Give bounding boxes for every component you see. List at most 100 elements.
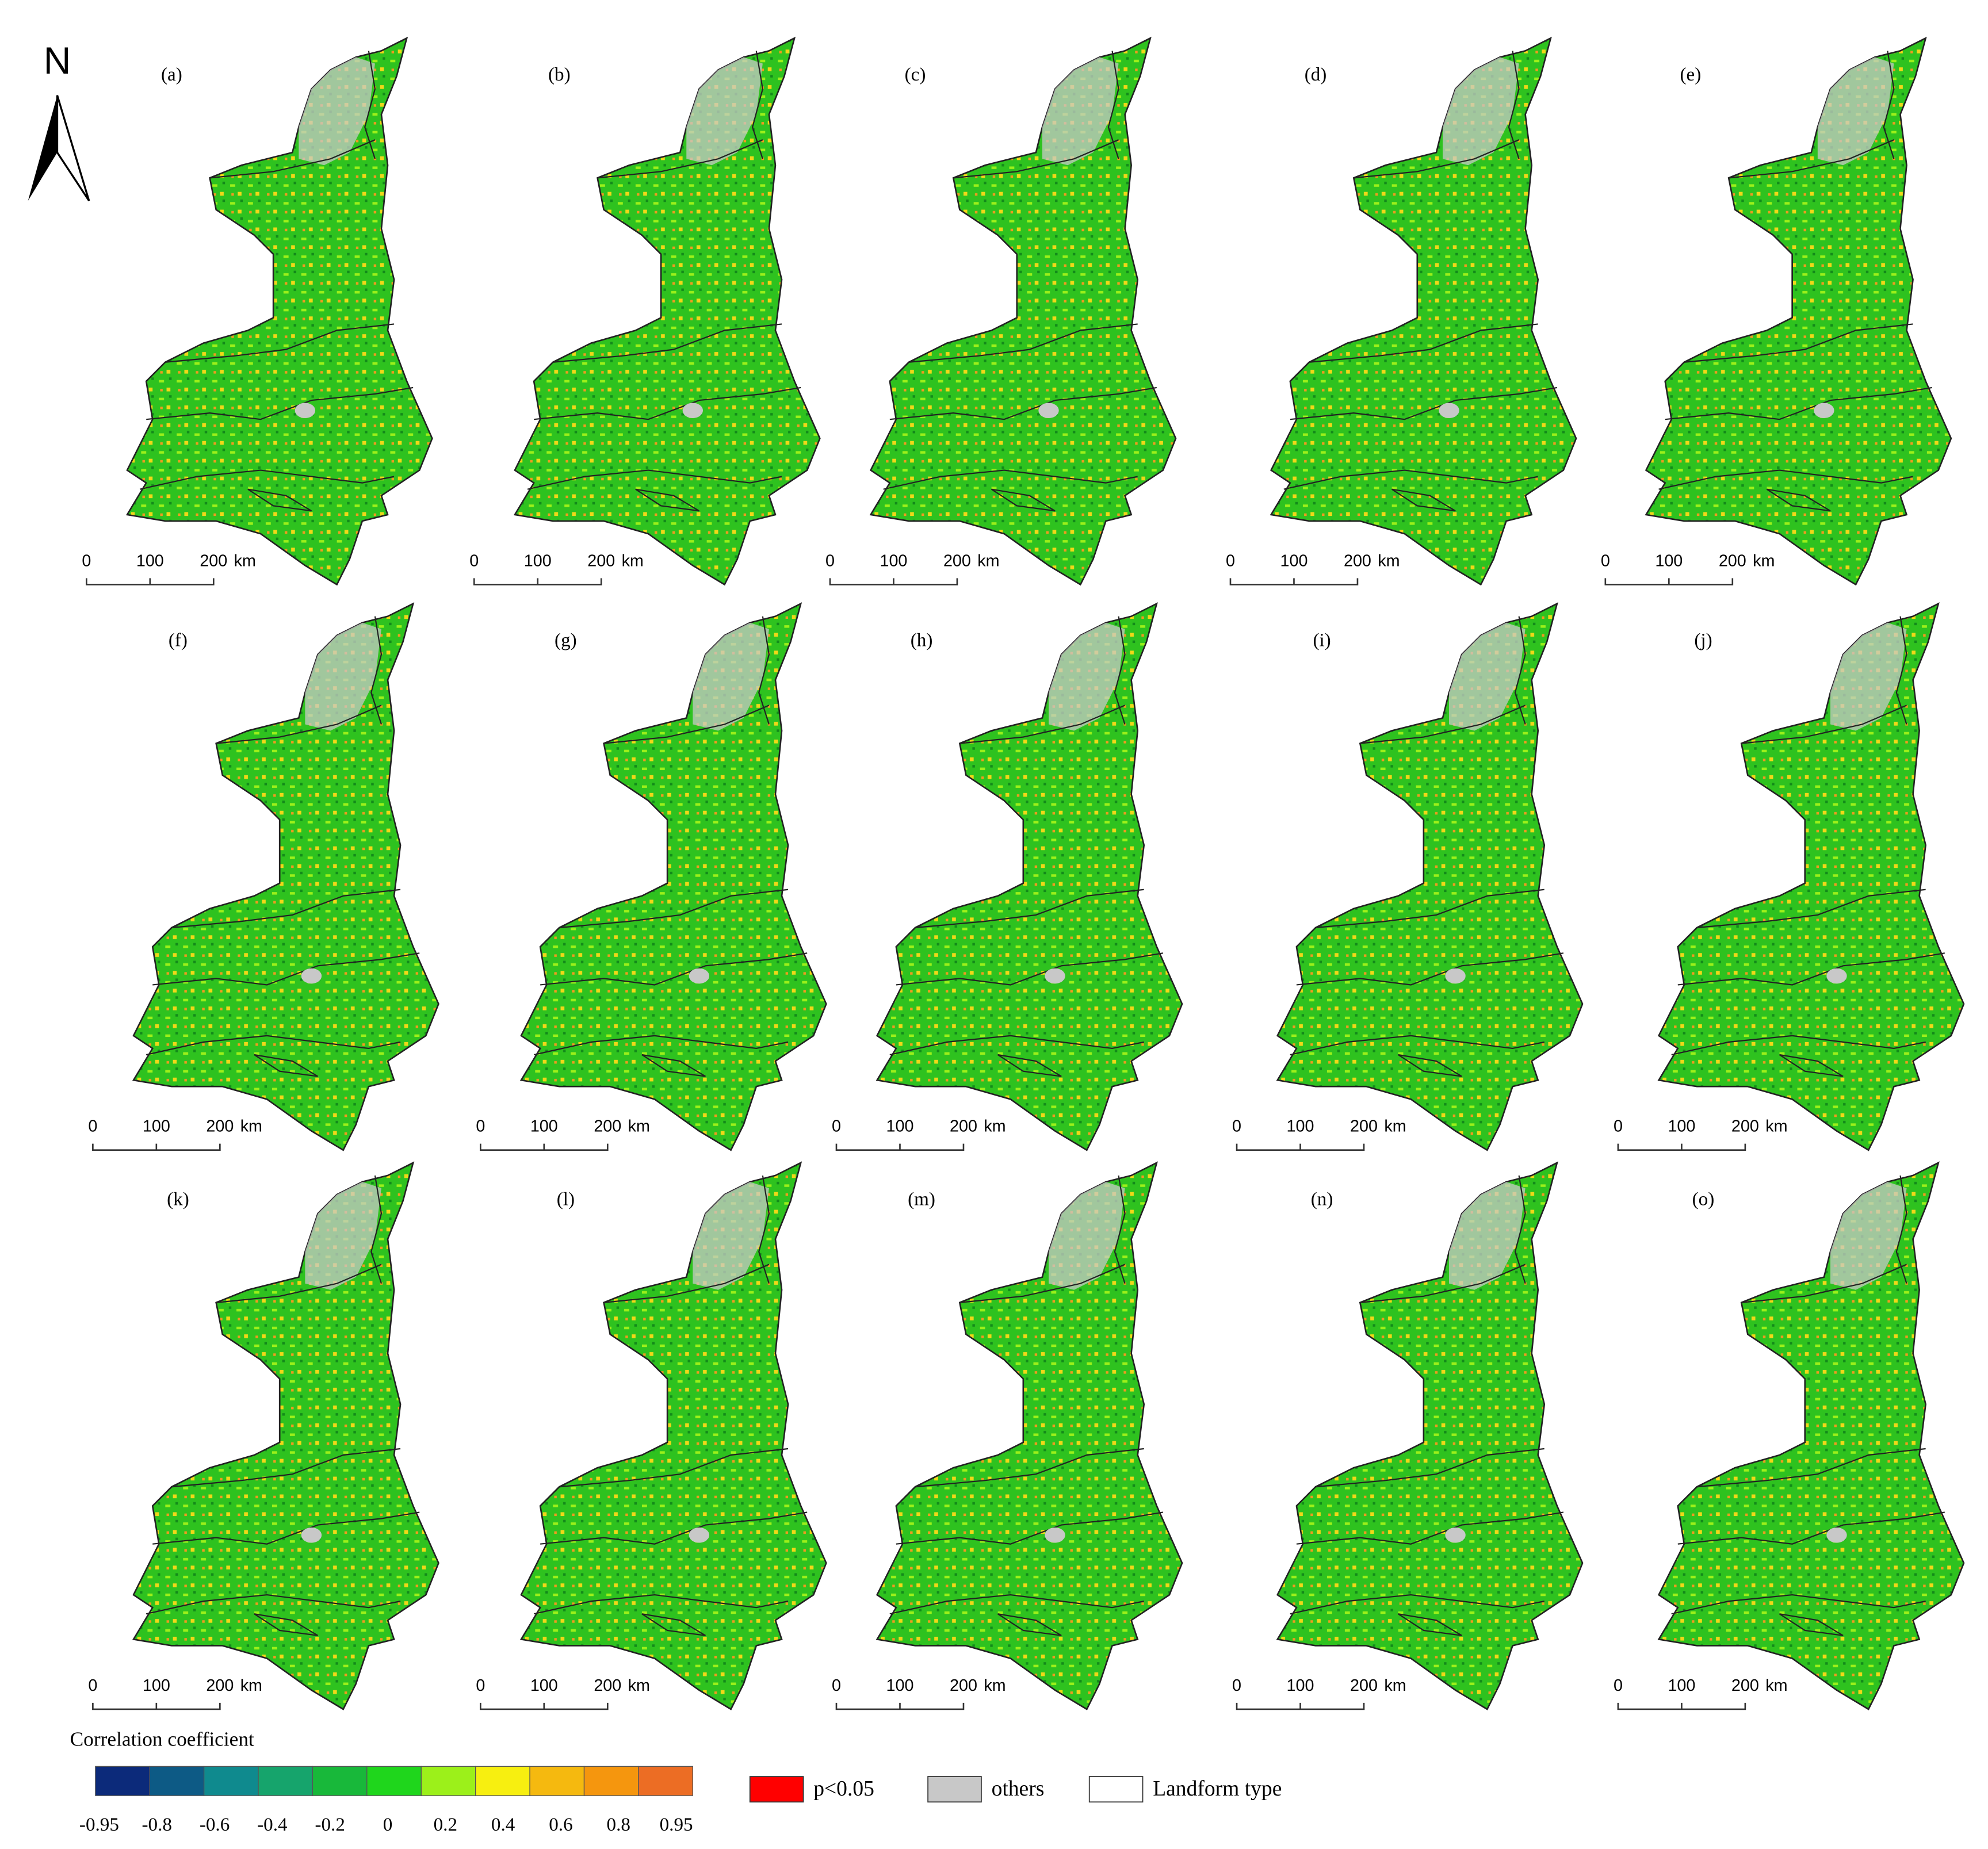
panel-label: (l): [557, 1189, 575, 1210]
colorbar-tick-label: 0.4: [491, 1814, 515, 1835]
scale-label: 200: [1719, 552, 1746, 570]
scale-line: [1617, 1702, 1746, 1710]
scale-label: 100: [136, 552, 164, 570]
scale-label: 200: [1731, 1117, 1759, 1136]
scale-label: 0: [825, 552, 835, 570]
scale-label: 200: [206, 1676, 234, 1695]
scale-label: 200: [200, 552, 227, 570]
scale-label: 0: [1614, 1676, 1623, 1695]
scale-unit: km: [1765, 1676, 1787, 1695]
legend-label: Landform type: [1153, 1777, 1282, 1801]
north-arrow: N: [28, 40, 90, 202]
map-region: [1276, 603, 1584, 1151]
scale-line: [835, 1143, 965, 1151]
map-panel: (f) 0 100 200 km: [88, 603, 439, 1151]
scale-label: 100: [143, 1676, 170, 1695]
colorbar-tick-label: 0.6: [549, 1814, 572, 1835]
panel-label: (o): [1692, 1189, 1715, 1210]
map-region: [520, 603, 827, 1151]
colorbar-swatch: [312, 1766, 368, 1796]
map-region: [132, 603, 439, 1151]
scale-unit: km: [1384, 1117, 1406, 1136]
legend-title: Correlation coefficient: [70, 1727, 254, 1750]
scale-line: [1229, 578, 1359, 585]
scale-label: 0: [476, 1117, 485, 1136]
panel-label: (i): [1313, 629, 1331, 650]
map-region: [514, 37, 821, 585]
map-panel: (j) 0 100 200 km: [1614, 603, 1965, 1151]
scale-unit: km: [984, 1117, 1006, 1136]
scale-unit: km: [1378, 552, 1400, 570]
scale-label: 200: [1350, 1676, 1378, 1695]
panel-label: (d): [1305, 64, 1327, 85]
scale-bar: 0 100 200 km: [88, 1676, 262, 1710]
legend-swatch: [927, 1776, 982, 1803]
scale-label: 0: [82, 552, 91, 570]
map-panel: (n) 0 100 200 km: [1232, 1162, 1584, 1710]
map-region: [1645, 37, 1952, 585]
colorbar-swatch: [203, 1766, 259, 1796]
map-panel: (g) 0 100 200 km: [476, 603, 827, 1151]
panel-label: (j): [1694, 629, 1712, 650]
map-panel: (k) 0 100 200 km: [88, 1162, 439, 1710]
scale-unit: km: [622, 552, 644, 570]
colorbar-swatch: [366, 1766, 422, 1796]
colorbar-tick-label: -0.2: [315, 1814, 345, 1835]
colorbar-swatch: [638, 1766, 693, 1796]
scale-label: 100: [1668, 1117, 1695, 1136]
scale-unit: km: [1753, 552, 1775, 570]
scale-label: 200: [950, 1676, 977, 1695]
scale-label: 0: [1614, 1117, 1623, 1136]
scale-label: 200: [1344, 552, 1371, 570]
scale-label: 100: [143, 1117, 170, 1136]
scale-label: 200: [1731, 1676, 1759, 1695]
scale-label: 0: [1232, 1676, 1241, 1695]
scale-line: [1236, 1702, 1365, 1710]
colorbar-swatch: [258, 1766, 314, 1796]
map-region: [126, 37, 433, 585]
scale-unit: km: [240, 1117, 262, 1136]
colorbar-tick-label: 0.95: [660, 1814, 693, 1835]
panel-label: (c): [905, 64, 926, 85]
map-region: [876, 1162, 1183, 1710]
north-label: N: [44, 40, 71, 82]
scale-line: [835, 1702, 965, 1710]
scale-label: 0: [88, 1676, 97, 1695]
map-region: [876, 603, 1183, 1151]
scale-line: [92, 1702, 221, 1710]
map-panel: (c) 0 100 200 km: [825, 37, 1177, 585]
scale-bar: 0 100 200 km: [832, 1676, 1006, 1710]
scale-line: [1236, 1143, 1365, 1151]
colorbar-tick-label: 0: [383, 1814, 393, 1835]
panel-label: (m): [908, 1189, 935, 1210]
scale-label: 200: [594, 1676, 621, 1695]
map-panel: (h) 0 100 200 km: [832, 603, 1183, 1151]
map-panel: (e) 0 100 200 km: [1601, 37, 1952, 585]
scale-label: 200: [950, 1117, 977, 1136]
scale-bar: 0 100 200 km: [1232, 1117, 1406, 1151]
scale-label: 100: [1655, 552, 1683, 570]
panel-label: (f): [169, 629, 188, 650]
scale-bar: 0 100 200 km: [469, 552, 644, 585]
colorbar-swatch: [420, 1766, 476, 1796]
scale-bar: 0 100 200 km: [1601, 552, 1775, 585]
colorbar-tick-label: -0.95: [79, 1814, 119, 1835]
map-panel: (b) 0 100 200 km: [469, 37, 821, 585]
legend-label: others: [992, 1777, 1045, 1801]
map-panel: (l) 0 100 200 km: [476, 1162, 827, 1710]
scale-label: 200: [206, 1117, 234, 1136]
scale-label: 0: [832, 1676, 841, 1695]
scale-label: 100: [886, 1117, 914, 1136]
scale-bar: 0 100 200 km: [825, 552, 1000, 585]
colorbar-tick-label: 0.8: [607, 1814, 630, 1835]
panel-label: (b): [548, 64, 571, 85]
legend-swatch: [1088, 1776, 1144, 1803]
scale-unit: km: [1765, 1117, 1787, 1136]
colorbar-tick-label: 0.2: [434, 1814, 457, 1835]
panel-label: (n): [1311, 1189, 1333, 1210]
scale-bar: 0 100 200 km: [476, 1117, 650, 1151]
colorbar-swatch: [149, 1766, 205, 1796]
map-panel: (i) 0 100 200 km: [1232, 603, 1584, 1151]
